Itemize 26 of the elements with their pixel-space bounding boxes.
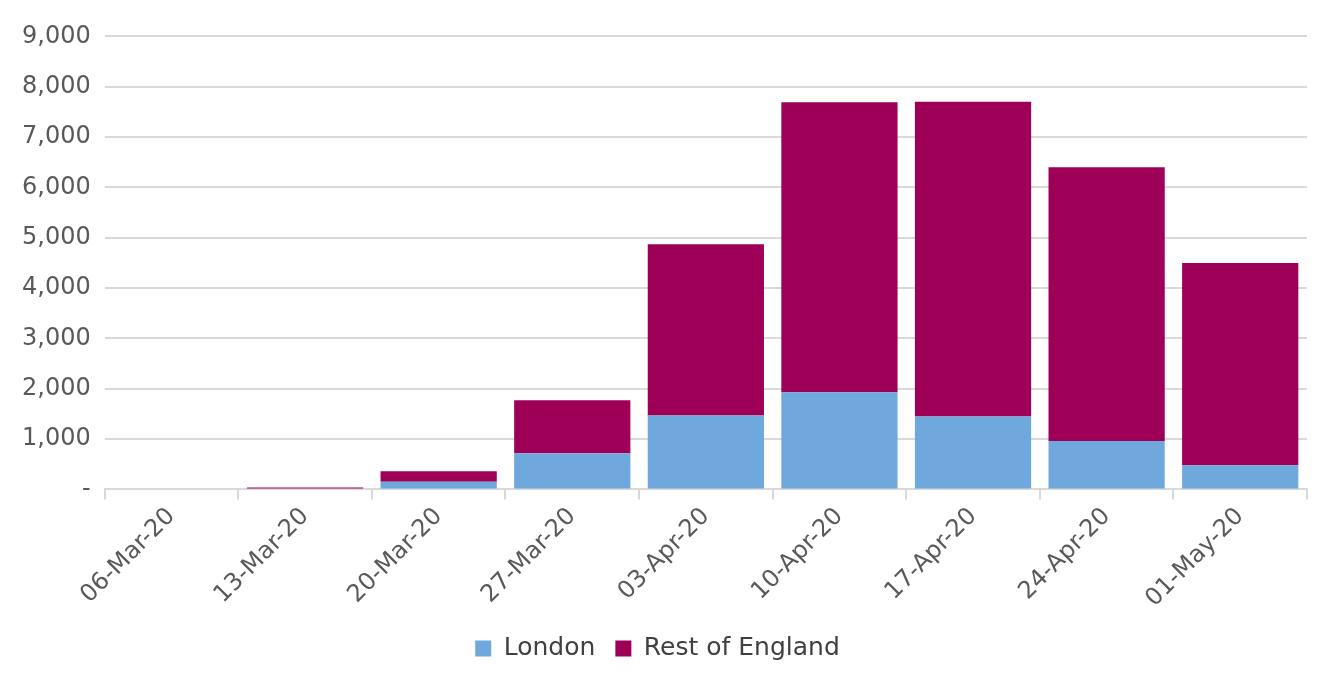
y-tick-label: 5,000 bbox=[21, 221, 91, 250]
bar bbox=[514, 400, 631, 454]
bar bbox=[514, 453, 631, 489]
bar bbox=[1182, 465, 1299, 489]
bar bbox=[781, 102, 898, 393]
y-tick-label: - bbox=[82, 473, 91, 502]
y-tick-label: 9,000 bbox=[21, 20, 91, 49]
bar bbox=[1182, 262, 1299, 466]
y-tick-label: 3,000 bbox=[21, 322, 91, 351]
y-tick-label: 8,000 bbox=[21, 70, 91, 99]
bar bbox=[380, 481, 497, 489]
y-tick-label: 1,000 bbox=[21, 423, 91, 452]
y-tick-label: 4,000 bbox=[21, 272, 91, 301]
bar bbox=[781, 392, 898, 489]
y-tick-label: 2,000 bbox=[21, 372, 91, 401]
y-tick-label: 6,000 bbox=[21, 171, 91, 200]
bar bbox=[914, 416, 1032, 489]
bar bbox=[647, 244, 764, 416]
bar bbox=[1048, 441, 1165, 489]
bar bbox=[380, 471, 497, 482]
bar bbox=[1048, 167, 1165, 442]
bar bbox=[647, 415, 764, 489]
y-tick-label: 7,000 bbox=[21, 121, 91, 150]
legend-label: London bbox=[503, 632, 596, 661]
legend-label: Rest of England bbox=[643, 632, 840, 661]
bar bbox=[914, 101, 1032, 417]
